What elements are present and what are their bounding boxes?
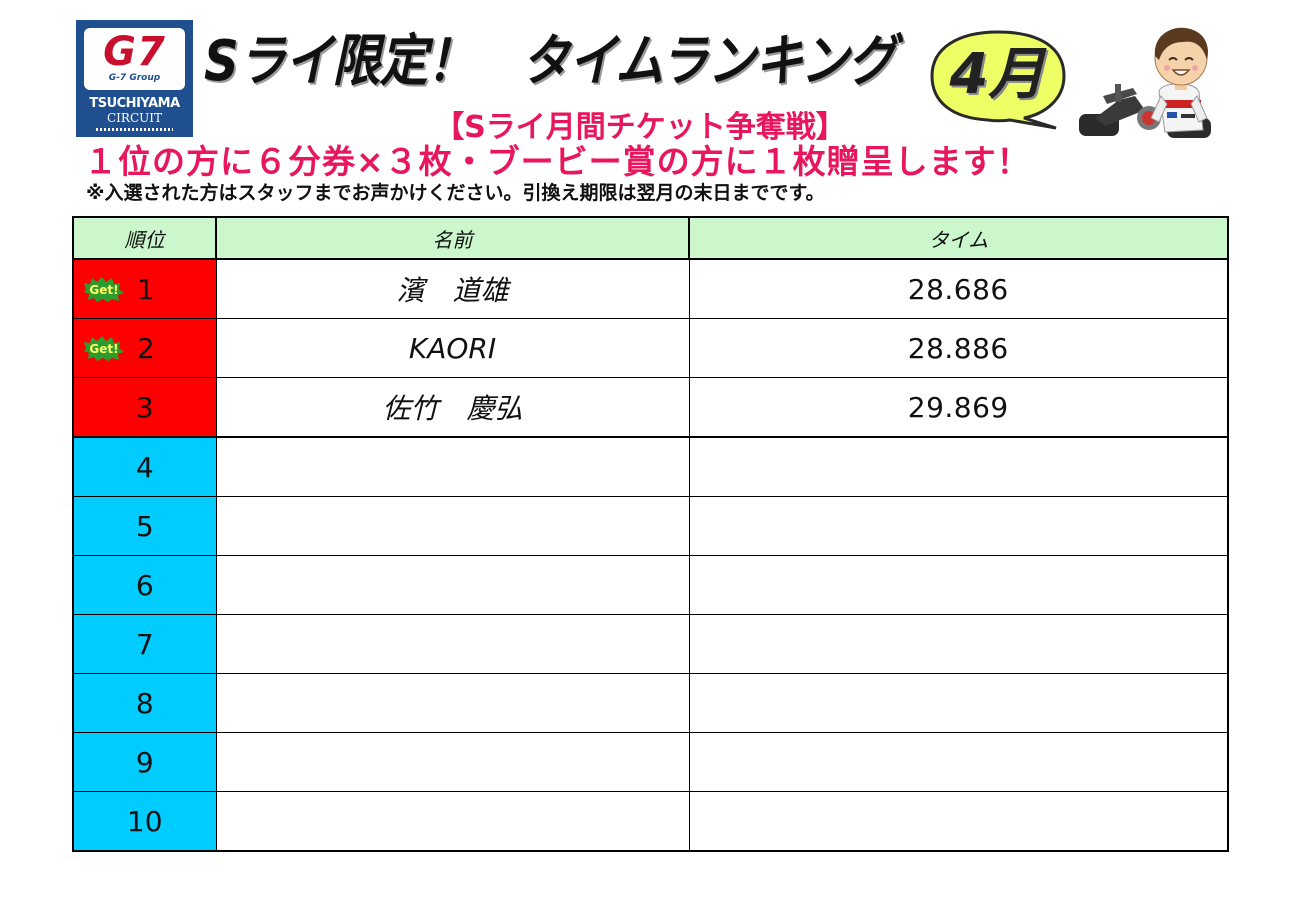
rank-cell: 6 [72, 555, 217, 615]
column-header-rank: 順位 [72, 216, 217, 260]
name-cell [215, 673, 690, 733]
table-row: Get! 1 濱 道雄 28.686 [72, 258, 1229, 319]
mascot-driver-icon [1079, 27, 1211, 138]
rank-number: 5 [135, 509, 154, 543]
logo-circuit-sub: CIRCUIT [107, 111, 162, 125]
prize-line: １位の方に６分券×３枚・ブービー賞の方に１枚贈呈します！ [84, 142, 1031, 181]
rank-number: 8 [135, 686, 154, 720]
rank-cell: 9 [72, 732, 217, 792]
table-row: 7 [72, 614, 1229, 674]
column-header-time: タイム [688, 216, 1229, 260]
time-cell [688, 673, 1229, 733]
name-cell [215, 436, 690, 497]
circuit-logo: G7 G-7 Group TSUCHIYAMA CIRCUIT [76, 20, 193, 137]
claim-note: ※入選された方はスタッフまでお声かけください。引換え期限は翌月の末日までです。 [86, 182, 825, 204]
get-badge-icon: Get! [84, 336, 124, 361]
rank-cell: 5 [72, 496, 217, 556]
name-cell [215, 614, 690, 674]
campaign-subtitle: 【Sライ月間チケット争奪戦】 [434, 110, 846, 145]
rank-cell: Get! 2 [72, 318, 217, 378]
rank-number: 10 [126, 804, 163, 838]
rank-number: 3 [135, 390, 154, 424]
get-badge-text: Get! [89, 342, 118, 356]
table-row: 3 佐竹 慶弘 29.869 [72, 377, 1229, 438]
table-row: 5 [72, 496, 1229, 556]
time-cell [688, 614, 1229, 674]
table-row: Get! 2 KAORI 28.886 [72, 318, 1229, 378]
logo-circuit-name: TSUCHIYAMA [89, 96, 180, 111]
ranking-table: 順位 名前 タイム Get! 1 濱 道雄 28.686 Get! 2 [72, 216, 1229, 852]
logo-mark: G7 [103, 29, 166, 75]
speech-bubble-icon [930, 30, 1066, 130]
name-cell: 濱 道雄 [215, 258, 690, 319]
rank-cell: 8 [72, 673, 217, 733]
table-row: 9 [72, 732, 1229, 792]
name-cell: KAORI [215, 318, 690, 378]
time-cell [688, 555, 1229, 615]
rank-number: 4 [135, 450, 154, 484]
name-cell [215, 496, 690, 556]
time-cell: 28.886 [688, 318, 1229, 378]
rank-number: 7 [135, 627, 154, 661]
name-cell: 佐竹 慶弘 [215, 377, 690, 438]
time-cell [688, 791, 1229, 852]
logo-emblem: G7 G-7 Group [84, 28, 185, 90]
get-badge-icon: Get! [84, 277, 124, 302]
logo-stripe [96, 128, 173, 131]
time-cell: 29.869 [688, 377, 1229, 438]
table-row: 6 [72, 555, 1229, 615]
rank-number: 9 [135, 745, 154, 779]
rank-number: 6 [135, 568, 154, 602]
name-cell [215, 791, 690, 852]
rank-cell: 10 [72, 791, 217, 852]
time-cell [688, 732, 1229, 792]
name-cell [215, 555, 690, 615]
time-cell [688, 436, 1229, 497]
table-row: 8 [72, 673, 1229, 733]
rank-number: 2 [136, 331, 155, 365]
page-title: Sライ限定！ タイムランキング [204, 29, 896, 94]
column-header-name: 名前 [215, 216, 690, 260]
month-bubble: 4月 [928, 28, 1070, 130]
rank-cell: 3 [72, 377, 217, 438]
rank-cell: 4 [72, 436, 217, 497]
rank-cell: 7 [72, 614, 217, 674]
table-row: 4 [72, 436, 1229, 497]
table-row: 10 [72, 791, 1229, 852]
month-label: 4月 [949, 42, 1045, 107]
rank-cell: Get! 1 [72, 258, 217, 319]
time-cell [688, 496, 1229, 556]
logo-group-name: G-7 Group [108, 73, 161, 83]
time-cell: 28.686 [688, 258, 1229, 319]
table-header-row: 順位 名前 タイム [72, 216, 1229, 260]
name-cell [215, 732, 690, 792]
get-badge-text: Get! [89, 283, 118, 297]
rank-number: 1 [136, 272, 155, 306]
